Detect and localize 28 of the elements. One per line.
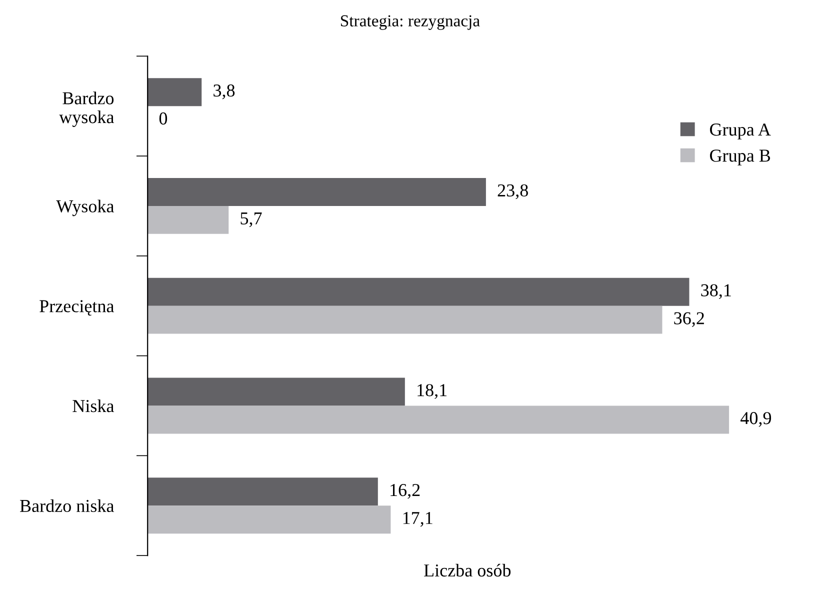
bar [148,78,202,106]
bar [148,278,690,306]
data-label: 40,9 [740,412,772,427]
bar [148,378,405,406]
y-tick-label: Bardzo niska [20,499,114,512]
data-label: 3,8 [214,84,235,100]
data-label: 36,2 [674,312,704,327]
legend-label: Grupa A [710,124,771,140]
bar [148,206,229,234]
data-label: 5,7 [240,212,262,228]
bar [148,306,662,334]
y-tick-label: Bardzo wysoka [59,92,114,127]
y-tick-label: Przeciętna [40,300,114,316]
x-axis-title: Liczba osób [424,564,511,577]
legend-label: Grupa B [710,150,770,166]
data-label: 16,2 [390,484,420,499]
bar [148,406,730,434]
data-label: 38,1 [701,284,731,299]
data-label: 23,8 [498,184,528,200]
bar [148,178,486,206]
data-label: 17,1 [403,512,432,527]
y-tick-label: Niska [72,399,114,412]
bar [148,478,378,506]
y-tick-label: Wysoka [56,200,114,216]
data-label: 18,1 [418,384,447,399]
chart-title: Strategia: rezygnacja [341,15,480,30]
bar [148,506,391,534]
data-label: 0 [159,112,168,125]
